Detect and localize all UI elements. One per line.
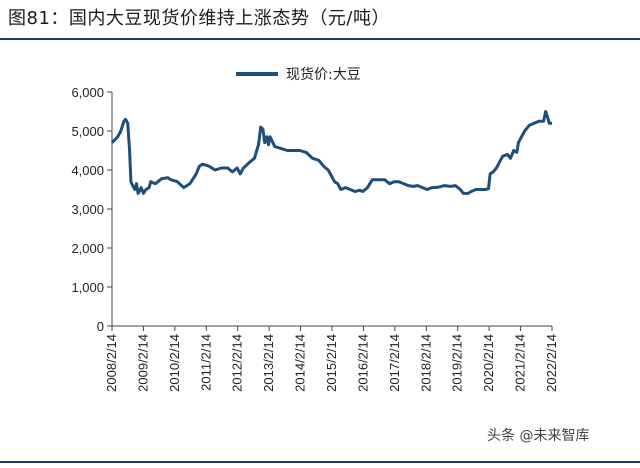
chart-series (110, 110, 552, 195)
x-tick-label: 2011/2/14 (198, 334, 213, 391)
x-tick-label: 2008/2/14 (104, 334, 119, 392)
x-tick-label: 2014/2/14 (293, 334, 308, 392)
x-tick-label: 2018/2/14 (418, 334, 433, 392)
series-line (110, 110, 552, 195)
chart-axes: 0 1,000 2,000 3,000 4,000 5,000 6,000 2008/2/14… (71, 85, 559, 392)
y-tick-label: 0 (97, 319, 104, 334)
y-tick-label: 6,000 (71, 85, 104, 100)
x-tick-label: 2010/2/14 (167, 334, 182, 392)
watermark: 头条 @未来智库 (487, 425, 589, 445)
chart-legend: 现货价:大豆 (236, 66, 361, 83)
y-tick-label: 5,000 (71, 124, 104, 139)
y-tick-label: 2,000 (71, 241, 104, 256)
watermark-text: 头条 @未来智库 (487, 428, 590, 444)
y-tick-label: 1,000 (71, 280, 104, 295)
chart-title: 图81：国内大豆现货价维持上涨态势（元/吨） (8, 8, 390, 29)
x-tick-label: 2022/2/14 (544, 334, 559, 392)
x-tick-label: 2016/2/14 (355, 334, 370, 392)
footer-divider (0, 461, 640, 463)
title-divider (0, 38, 640, 40)
y-tick-label: 4,000 (71, 163, 104, 178)
y-tick-label: 3,000 (71, 202, 104, 217)
x-tick-label: 2009/2/14 (135, 334, 150, 392)
x-tick-label: 2019/2/14 (450, 334, 465, 392)
x-tick-label: 2021/2/14 (513, 334, 528, 392)
x-tick-label: 2015/2/14 (324, 334, 339, 392)
x-tick-label: 2020/2/14 (481, 334, 496, 392)
x-tick-label: 2013/2/14 (261, 334, 276, 392)
x-tick-label: 2017/2/14 (387, 334, 402, 392)
legend-label: 现货价:大豆 (286, 66, 361, 83)
x-tick-label: 2012/2/14 (230, 334, 245, 392)
